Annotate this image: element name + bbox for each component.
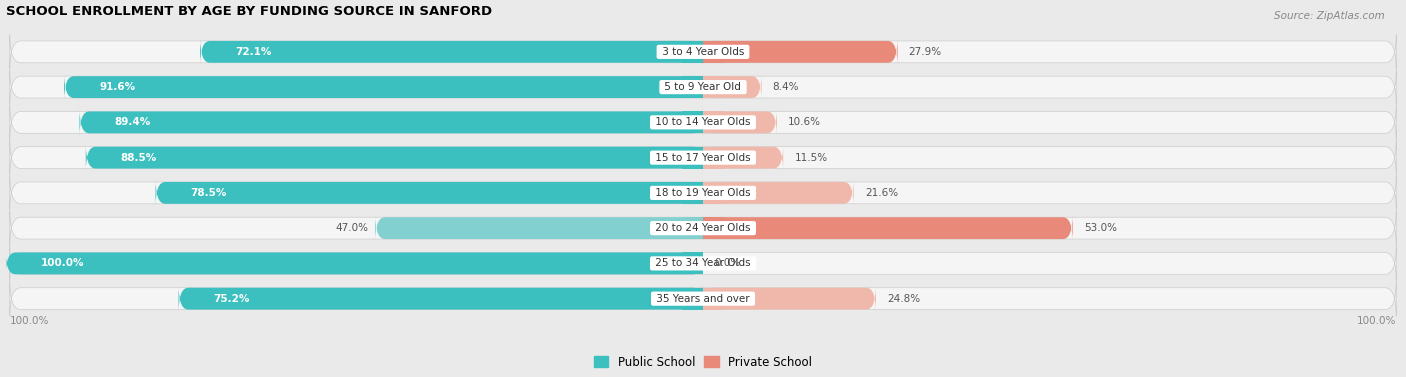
Text: 15 to 17 Year Olds: 15 to 17 Year Olds <box>652 153 754 162</box>
FancyBboxPatch shape <box>703 179 853 207</box>
Bar <box>682 182 703 204</box>
Text: 18 to 19 Year Olds: 18 to 19 Year Olds <box>652 188 754 198</box>
Text: 88.5%: 88.5% <box>121 153 157 162</box>
Text: 35 Years and over: 35 Years and over <box>652 294 754 303</box>
Text: 20 to 24 Year Olds: 20 to 24 Year Olds <box>652 223 754 233</box>
FancyBboxPatch shape <box>10 35 1396 69</box>
Bar <box>703 76 724 98</box>
FancyBboxPatch shape <box>86 144 703 172</box>
Text: 3 to 4 Year Olds: 3 to 4 Year Olds <box>658 47 748 57</box>
FancyBboxPatch shape <box>10 70 1396 104</box>
FancyBboxPatch shape <box>703 38 897 66</box>
FancyBboxPatch shape <box>10 140 1396 175</box>
FancyBboxPatch shape <box>703 215 1073 242</box>
Bar <box>703 288 724 310</box>
FancyBboxPatch shape <box>65 74 703 101</box>
Text: 0.0%: 0.0% <box>714 258 741 268</box>
Bar <box>682 112 703 133</box>
Bar <box>703 147 724 169</box>
FancyBboxPatch shape <box>156 179 703 207</box>
Text: 100.0%: 100.0% <box>41 258 84 268</box>
Text: SCHOOL ENROLLMENT BY AGE BY FUNDING SOURCE IN SANFORD: SCHOOL ENROLLMENT BY AGE BY FUNDING SOUR… <box>6 5 492 18</box>
Text: 100.0%: 100.0% <box>1357 316 1396 325</box>
Text: 24.8%: 24.8% <box>887 294 921 303</box>
Bar <box>703 182 724 204</box>
Text: 11.5%: 11.5% <box>794 153 828 162</box>
Text: Source: ZipAtlas.com: Source: ZipAtlas.com <box>1274 11 1385 21</box>
Text: 25 to 34 Year Olds: 25 to 34 Year Olds <box>652 258 754 268</box>
Legend: Public School, Private School: Public School, Private School <box>589 351 817 374</box>
Text: 89.4%: 89.4% <box>114 117 150 127</box>
Text: 47.0%: 47.0% <box>335 223 368 233</box>
Bar <box>703 41 724 63</box>
Text: 72.1%: 72.1% <box>235 47 271 57</box>
Bar <box>682 41 703 63</box>
FancyBboxPatch shape <box>375 215 703 242</box>
FancyBboxPatch shape <box>179 285 703 313</box>
Text: 78.5%: 78.5% <box>190 188 226 198</box>
Bar <box>703 112 724 133</box>
Text: 91.6%: 91.6% <box>98 82 135 92</box>
Bar <box>703 217 724 239</box>
Text: 8.4%: 8.4% <box>773 82 799 92</box>
FancyBboxPatch shape <box>10 211 1396 245</box>
Text: 100.0%: 100.0% <box>10 316 49 325</box>
Text: 27.9%: 27.9% <box>908 47 942 57</box>
Text: 10 to 14 Year Olds: 10 to 14 Year Olds <box>652 117 754 127</box>
FancyBboxPatch shape <box>703 109 778 136</box>
Text: 21.6%: 21.6% <box>865 188 898 198</box>
Bar <box>682 76 703 98</box>
Text: 10.6%: 10.6% <box>789 117 821 127</box>
Text: 75.2%: 75.2% <box>214 294 250 303</box>
FancyBboxPatch shape <box>10 105 1396 139</box>
Bar <box>682 217 703 239</box>
FancyBboxPatch shape <box>703 285 876 313</box>
FancyBboxPatch shape <box>703 74 762 101</box>
Bar <box>682 288 703 310</box>
FancyBboxPatch shape <box>703 144 783 172</box>
FancyBboxPatch shape <box>10 176 1396 210</box>
FancyBboxPatch shape <box>10 281 1396 316</box>
Bar <box>682 147 703 169</box>
FancyBboxPatch shape <box>6 250 703 277</box>
Text: 5 to 9 Year Old: 5 to 9 Year Old <box>661 82 745 92</box>
FancyBboxPatch shape <box>10 246 1396 280</box>
FancyBboxPatch shape <box>200 38 703 66</box>
Text: 53.0%: 53.0% <box>1084 223 1116 233</box>
Bar <box>682 253 703 274</box>
FancyBboxPatch shape <box>80 109 703 136</box>
